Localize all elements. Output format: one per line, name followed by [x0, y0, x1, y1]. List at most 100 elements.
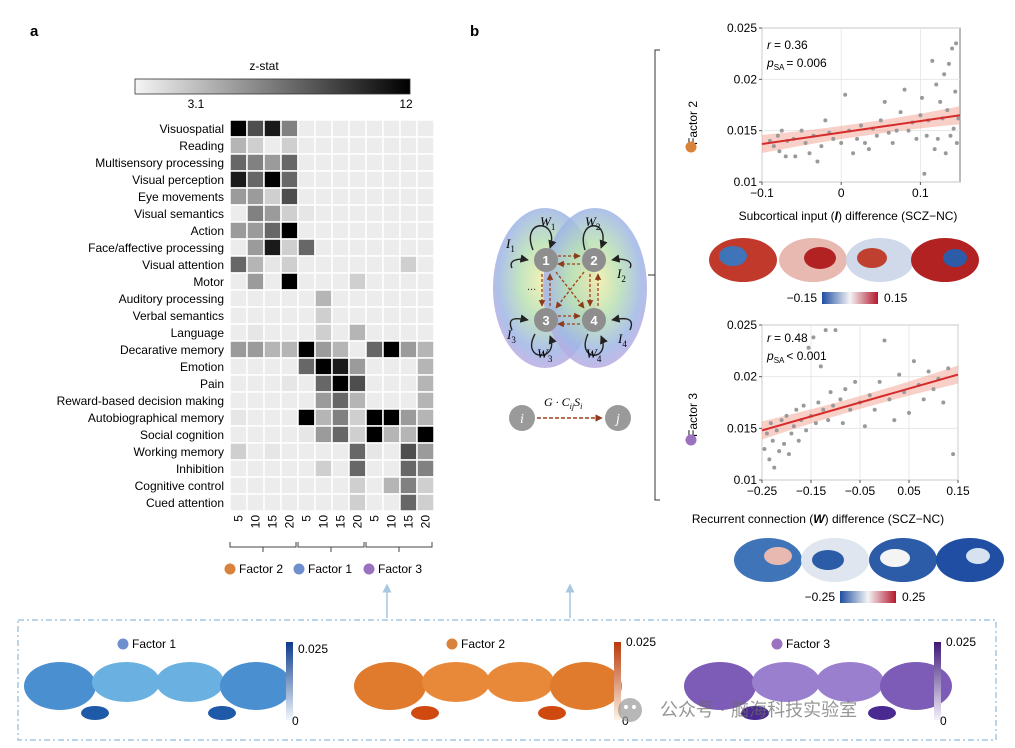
heatmap-cell [314, 119, 333, 138]
watermark-text: 公众号 · 脑海科技实验室 [660, 700, 857, 721]
heatmap-cell [280, 323, 299, 342]
heatmap-cell [297, 119, 316, 138]
heatmap-cell [314, 357, 333, 376]
scatter-point [890, 140, 895, 145]
scatter-point [942, 72, 947, 77]
heatmap-row-label: Auditory processing [119, 292, 224, 306]
heatmap-cell [331, 289, 350, 308]
legend-factor3-dot [363, 563, 375, 575]
heatmap-cell [246, 187, 265, 206]
heatmap-cell [331, 204, 350, 223]
scatter-point [839, 140, 844, 145]
x-tick-label: −0.05 [845, 484, 876, 498]
heatmap-cell [416, 476, 435, 495]
bottom-factor2-brain-1 [354, 662, 426, 710]
heatmap-cell [246, 204, 265, 223]
node-j [605, 405, 631, 431]
heatmap-cell [348, 323, 367, 342]
scatter-point [945, 108, 950, 113]
heatmap-column-label: 5 [232, 515, 246, 522]
heatmap-cell [348, 289, 367, 308]
heatmap-cell [229, 425, 248, 444]
heatmap-cell [382, 476, 401, 495]
scatter-point [902, 87, 907, 92]
heatmap-cell [297, 255, 316, 274]
y-tick-label: 0.015 [727, 421, 757, 435]
heatmap-cell [382, 391, 401, 410]
scatter-point [906, 128, 911, 133]
heatmap-cell [399, 323, 418, 342]
heatmap-cell [399, 493, 418, 512]
heatmap-cell [297, 425, 316, 444]
heatmap-cell [263, 357, 282, 376]
heatmap-cell [297, 204, 316, 223]
heatmap-cell [297, 340, 316, 359]
scatter-point [872, 407, 877, 412]
bottom-factor3-brain-4 [880, 662, 952, 710]
scatter-point [838, 397, 843, 402]
heatmap-cell [263, 391, 282, 410]
i3-label: I3 [506, 327, 516, 345]
heatmap-cell [229, 459, 248, 478]
scatter-point [948, 133, 953, 138]
scatter-point [921, 397, 926, 402]
heatmap-cell [331, 119, 350, 138]
heatmap-cell [365, 391, 384, 410]
heatmap-cell [314, 323, 333, 342]
heatmap-cell [297, 357, 316, 376]
x-tick-label: −0.15 [796, 484, 827, 498]
scatter-point [914, 136, 919, 141]
heatmap-cell [348, 374, 367, 393]
heatmap-cell [246, 289, 265, 308]
fit-line [761, 373, 959, 432]
heatmap-cell [229, 221, 248, 240]
bottom-factor2-dot [446, 638, 458, 650]
node-3 [534, 308, 558, 332]
scatter-point [772, 465, 777, 470]
heatmap-cell [416, 425, 435, 444]
scatter-point [779, 128, 784, 133]
scatter-point [789, 431, 794, 436]
heatmap-cell [331, 187, 350, 206]
heatmap-cell [399, 204, 418, 223]
heatmap-cell [348, 425, 367, 444]
x-tick-label: 0 [838, 186, 845, 200]
heatmap-cell [416, 221, 435, 240]
scatter-point [867, 393, 872, 398]
scatter-point [932, 147, 937, 152]
fit-line [761, 114, 961, 146]
heatmap-cell [365, 340, 384, 359]
heatmap-cell [314, 238, 333, 257]
heatmap-cell [314, 391, 333, 410]
scatter-point [843, 387, 848, 392]
heatmap-row-label: Visual attention [142, 258, 224, 272]
plot1-p-label: pSA = 0.006 [766, 56, 827, 72]
heatmap-row-label: Social cognition [140, 428, 224, 442]
heatmap-cell [280, 442, 299, 461]
heatmap-cell [365, 476, 384, 495]
heatmap-cell [280, 459, 299, 478]
heatmap-cell [297, 493, 316, 512]
brain-maps-factor3: −0.25 0.25 [734, 538, 1004, 604]
heatmap-row-labels: Visuospatial Reading Multisensory processi… [57, 122, 225, 510]
heatmap-cell [229, 136, 248, 155]
heatmap-cell [263, 187, 282, 206]
heatmap-cell [314, 221, 333, 240]
scatter-point [866, 147, 871, 152]
heatmap-cell [416, 442, 435, 461]
scatter-point [767, 457, 772, 462]
plot2-xlabel: Recurrent connection (W) difference (SCZ… [692, 512, 944, 526]
wechat-icon [618, 698, 642, 722]
bottom-factor1-label: Factor 1 [132, 637, 176, 651]
bracket-factor1 [297, 542, 365, 548]
plot1-r-label: r = 0.36 [767, 38, 808, 52]
heatmap-row-label: Verbal semantics [133, 309, 224, 323]
heatmap-cell [399, 289, 418, 308]
heatmap-cell [280, 357, 299, 376]
heatmap-cell [416, 408, 435, 427]
heatmap-cell [416, 170, 435, 189]
scatter-point [924, 133, 929, 138]
heatmap-cell [382, 187, 401, 206]
heatmap-cell [297, 408, 316, 427]
heatmap-cell [365, 272, 384, 291]
